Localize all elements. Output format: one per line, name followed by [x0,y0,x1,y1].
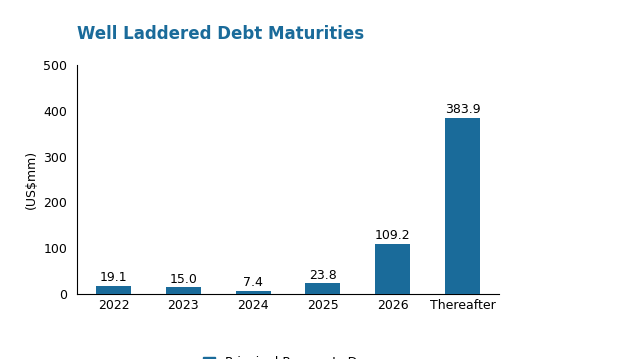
Y-axis label: (US$mm): (US$mm) [24,150,38,209]
Text: 7.4: 7.4 [243,276,263,289]
Bar [166,288,201,294]
Text: 19.1: 19.1 [100,271,127,284]
Text: 109.2: 109.2 [375,229,410,242]
Bar [96,286,131,294]
Bar [236,291,271,294]
Text: Well Laddered Debt Maturities: Well Laddered Debt Maturities [77,25,364,43]
Text: 383.9: 383.9 [445,103,481,116]
Bar [445,118,480,294]
Text: 15.0: 15.0 [170,272,197,286]
Text: 23.8: 23.8 [309,269,337,281]
Bar [375,244,410,294]
Legend: Principal Payments Due: Principal Payments Due [198,351,378,359]
Bar [305,284,340,294]
